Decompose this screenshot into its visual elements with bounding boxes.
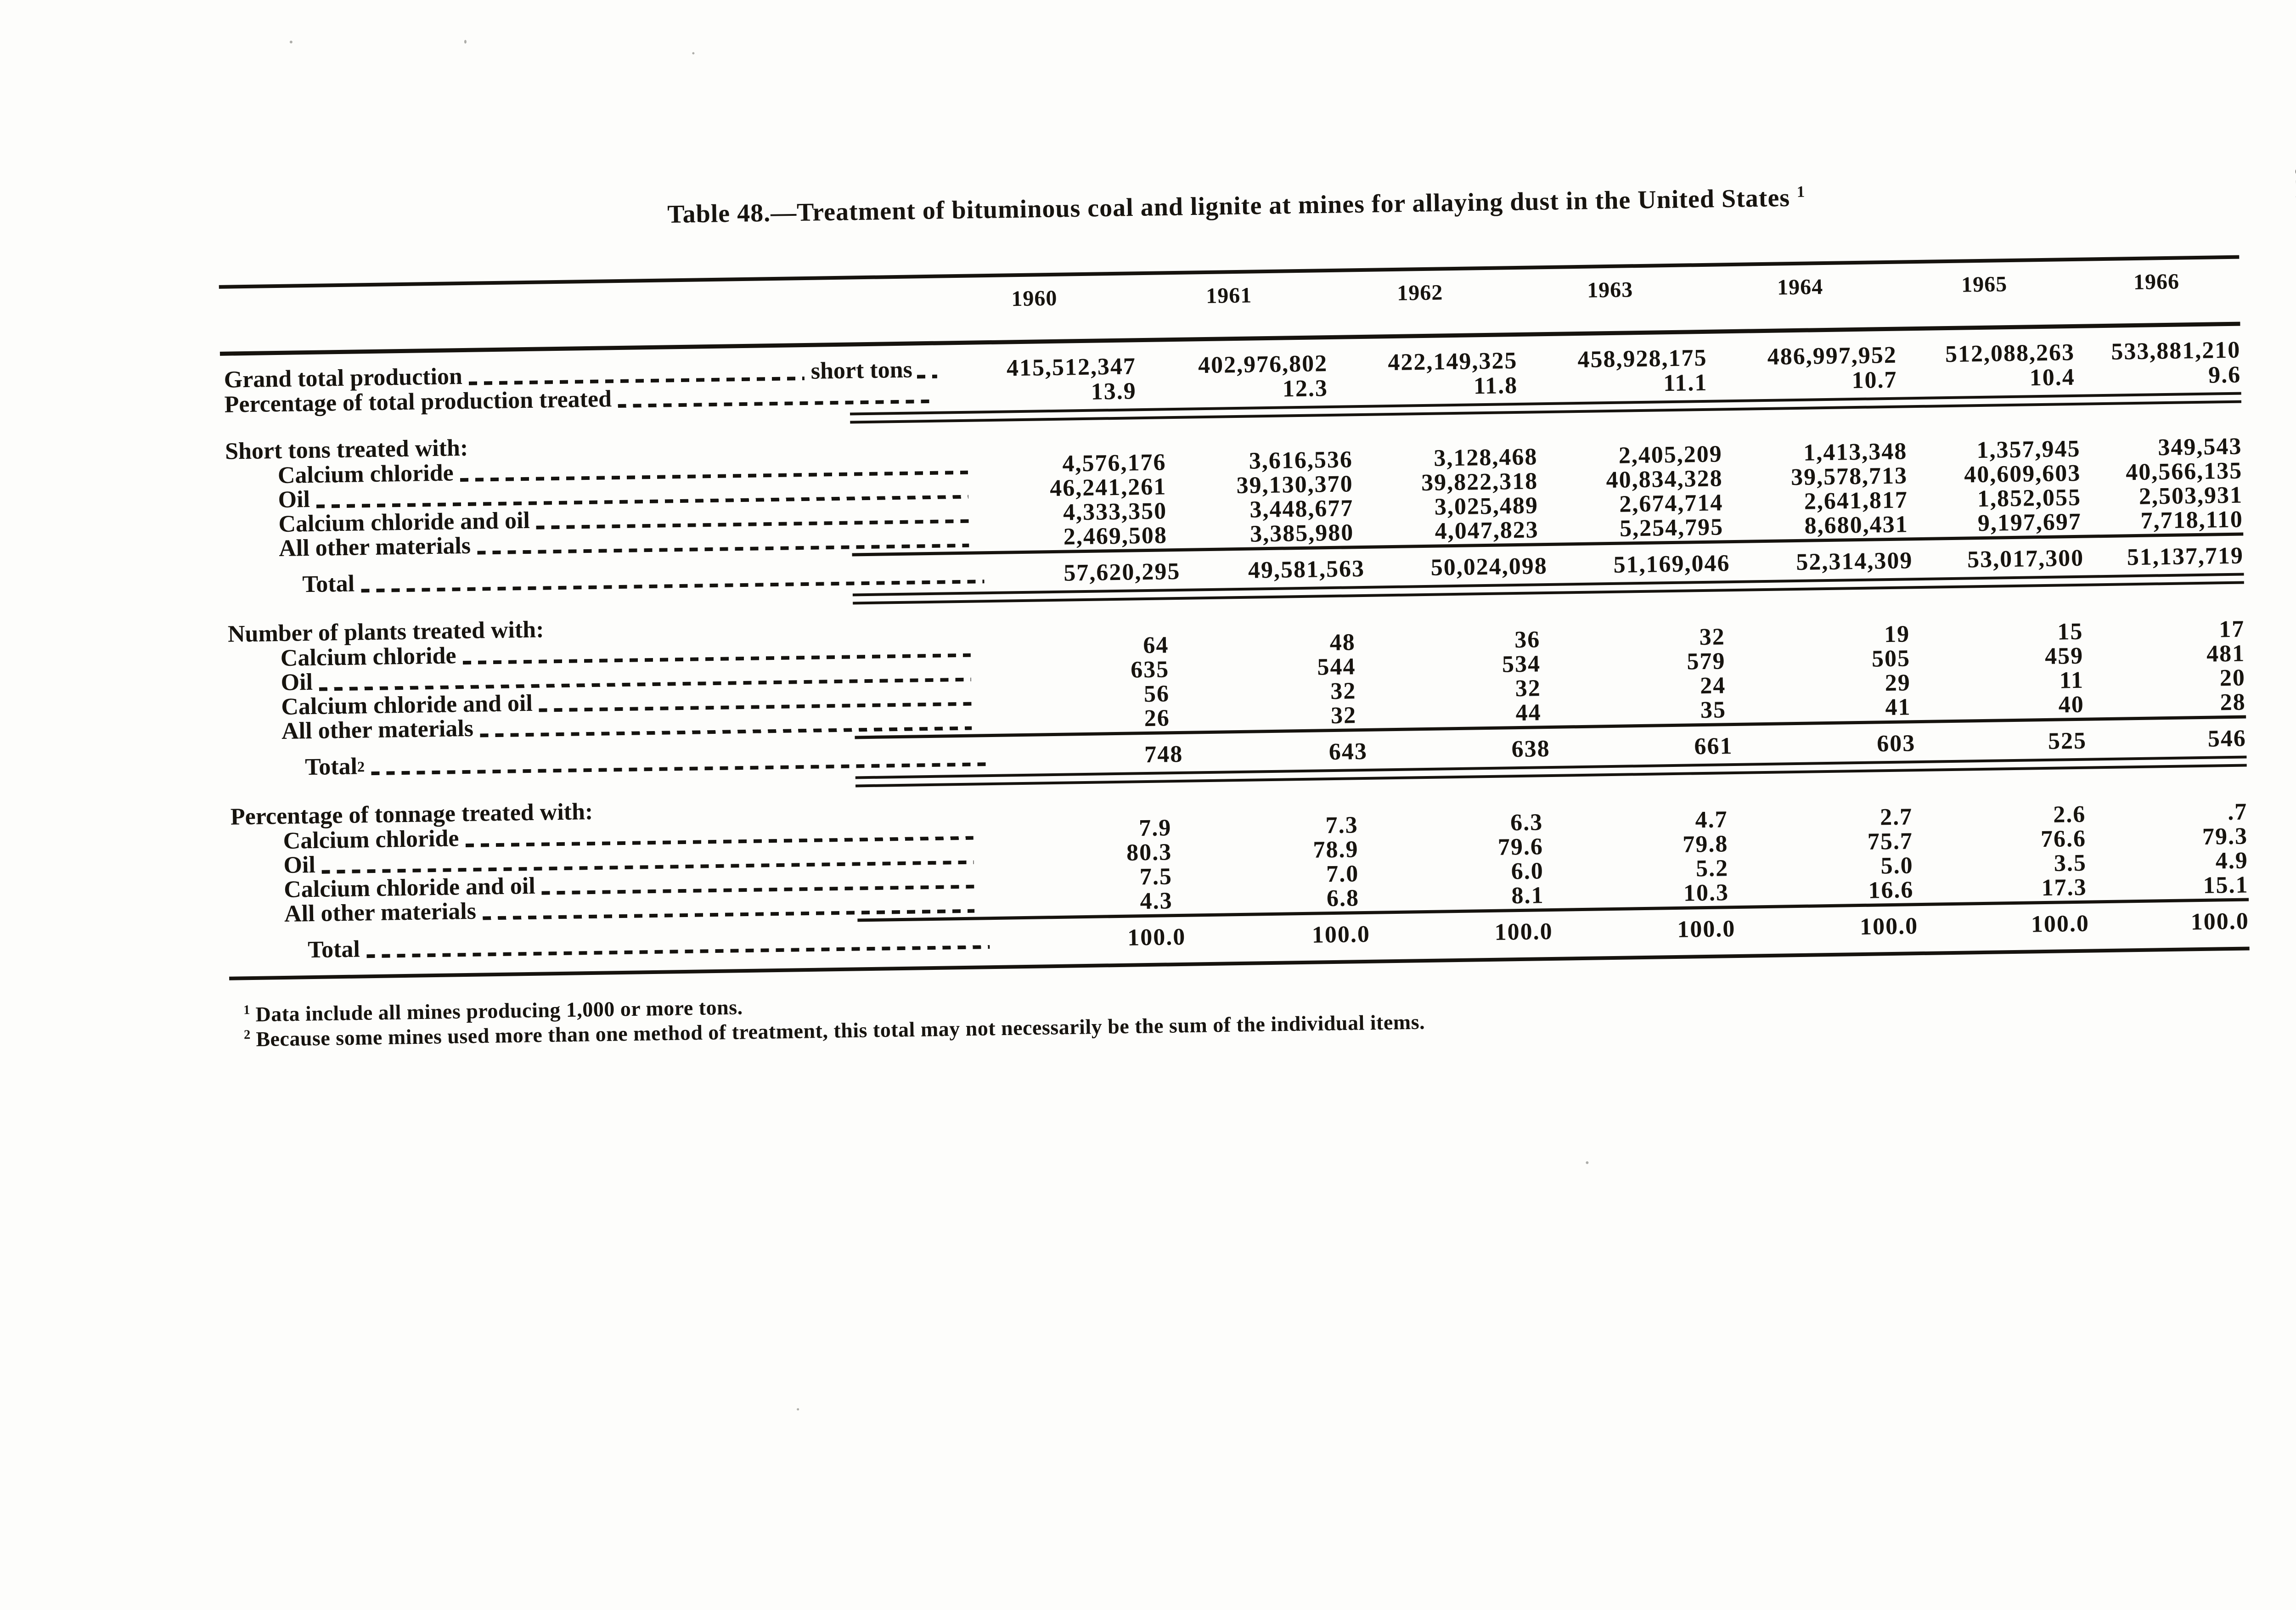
scan-speck [1586, 1161, 1589, 1164]
page-number: 670 [2290, 165, 2296, 204]
row-label: Percentage of total production treated [224, 386, 612, 418]
cell-value: 57,620,295 [1064, 558, 1181, 586]
row-label: All other materials [284, 898, 477, 927]
cell-value: 11.8 [1473, 372, 1518, 400]
cell-value: 10.7 [1851, 366, 1897, 394]
cell-value: 6.8 [1326, 885, 1360, 912]
row-label: Total [307, 936, 360, 963]
row-label: All other materials [281, 715, 474, 744]
scan-speck [289, 40, 293, 44]
footnote-marker: 1 [243, 1003, 250, 1018]
dotted-leader [482, 909, 974, 920]
cell-value: 100.0 [1677, 916, 1736, 943]
footnote-marker: 2 [357, 758, 365, 775]
dotted-leader [366, 945, 990, 958]
cell-value: 525 [2048, 727, 2087, 754]
page-title: Table 48.—Treatment of bituminous coal a… [0, 173, 2296, 239]
cell-value: 4.3 [1140, 888, 1173, 915]
cell-value: 748 [1144, 741, 1183, 768]
cell-value: 4,047,823 [1435, 517, 1539, 545]
year-header: 1964 [1777, 275, 1823, 300]
cell-value: 100.0 [2031, 910, 2090, 938]
row-label: Oil [278, 486, 310, 513]
cell-value: 17.3 [2041, 874, 2088, 901]
empty-stub-cell [219, 287, 936, 324]
dotted-leader [917, 374, 938, 379]
cell-value: 643 [1328, 738, 1368, 766]
cell-value: 51,137,719 [2127, 542, 2244, 571]
dotted-leader [371, 762, 987, 776]
cell-value: 8,680,431 [1804, 511, 1909, 539]
cell-value: 3,385,980 [1249, 519, 1354, 547]
cell-value: 10.4 [2029, 364, 2076, 391]
unit-label: short tons [810, 356, 913, 384]
year-header: 1962 [1396, 280, 1443, 305]
row-label: Total [304, 753, 358, 781]
cell-value: 53,017,300 [1967, 545, 2084, 573]
cell-value: 100.0 [1311, 921, 1371, 948]
dotted-leader [618, 399, 933, 408]
table-title-text: Table 48.—Treatment of bituminous coal a… [667, 183, 1790, 229]
row-label: All other materials [278, 532, 471, 562]
cell-value: 661 [1694, 733, 1733, 760]
cell-value: 50,024,098 [1430, 553, 1548, 581]
cell-value: 100.0 [1127, 923, 1186, 951]
cell-value: 638 [1511, 735, 1551, 763]
cell-value: 52,314,309 [1795, 547, 1913, 575]
cell-value: 9,197,697 [1977, 508, 2082, 537]
year-header: 1960 [1011, 286, 1058, 311]
cell-value: 603 [1876, 730, 1916, 757]
cell-value: 100.0 [1494, 918, 1553, 946]
cell-value: 26 [1144, 705, 1171, 732]
cell-value: 5,254,795 [1619, 514, 1724, 542]
year-header-row: 1960 1961 1962 1963 1964 1965 1966 [219, 268, 2240, 324]
cell-value: 41 [1885, 694, 1911, 721]
dotted-leader [361, 580, 985, 593]
year-header: 1963 [1587, 277, 1633, 303]
scan-speck [692, 52, 695, 55]
cell-value: 10.3 [1683, 879, 1729, 906]
title-footnote-marker: 1 [1796, 182, 1805, 201]
cell-value: 51,169,046 [1613, 550, 1730, 578]
scan-speck [464, 39, 467, 44]
footnote-marker: 2 [243, 1028, 251, 1042]
cell-value: 49,581,563 [1248, 555, 1365, 584]
cell-value: 100.0 [2190, 908, 2250, 935]
cell-value: 11.1 [1663, 369, 1708, 397]
cell-value: 13.9 [1091, 378, 1137, 405]
year-header: 1966 [2133, 269, 2180, 295]
cell-value: 2,469,508 [1063, 522, 1168, 550]
cell-value: 546 [2207, 725, 2247, 752]
row-label: Oil [281, 669, 313, 696]
cell-value: 9.6 [2208, 361, 2241, 388]
year-header: 1965 [1961, 272, 2008, 297]
cell-value: 32 [1330, 702, 1357, 729]
year-header: 1961 [1205, 283, 1252, 308]
cell-value: 8.1 [1511, 882, 1544, 909]
dotted-leader [480, 726, 972, 737]
cell-value: 44 [1515, 699, 1542, 726]
cell-value: 28 [2220, 689, 2246, 716]
cell-value: 40 [2058, 691, 2085, 718]
cell-value: 100.0 [1859, 913, 1919, 940]
cell-value: 7,718,110 [2140, 506, 2244, 534]
dotted-leader [477, 543, 969, 555]
cell-value: 16.6 [1868, 877, 1914, 904]
row-label: Oil [283, 851, 316, 878]
cell-value: 12.3 [1282, 375, 1328, 402]
scan-speck [797, 1408, 799, 1411]
cell-value: 15.1 [2203, 872, 2249, 899]
cell-value: 35 [1700, 697, 1727, 724]
row-label: Total [302, 570, 355, 598]
